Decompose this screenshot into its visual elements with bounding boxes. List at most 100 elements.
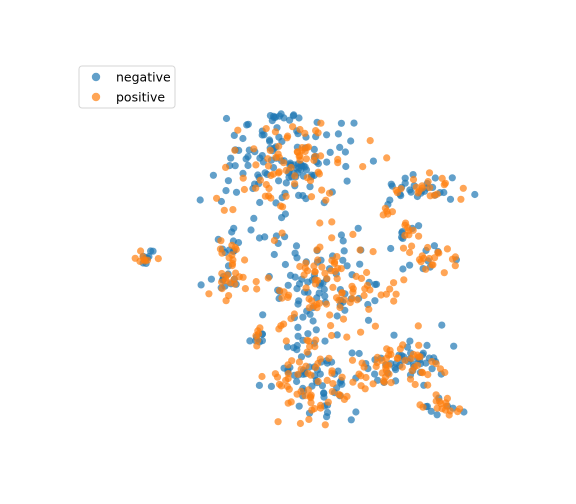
point-positive bbox=[360, 291, 368, 300]
point-positive bbox=[221, 274, 229, 282]
point-negative bbox=[406, 261, 414, 269]
point-negative bbox=[302, 195, 310, 203]
point-positive bbox=[252, 332, 260, 340]
point-positive bbox=[400, 276, 408, 284]
point-negative bbox=[230, 224, 238, 232]
point-positive bbox=[305, 304, 313, 312]
point-positive bbox=[338, 373, 346, 381]
point-positive bbox=[343, 333, 351, 341]
point-positive bbox=[359, 163, 367, 171]
point-negative bbox=[197, 281, 205, 289]
point-positive bbox=[329, 380, 337, 388]
point-negative bbox=[390, 331, 398, 339]
point-positive bbox=[440, 181, 448, 189]
point-positive bbox=[310, 262, 318, 270]
point-negative bbox=[293, 341, 301, 350]
point-positive bbox=[333, 253, 341, 261]
point-positive bbox=[318, 186, 326, 194]
point-negative bbox=[222, 114, 231, 123]
point-positive bbox=[289, 123, 297, 131]
point-negative bbox=[333, 331, 341, 339]
point-positive bbox=[222, 163, 230, 171]
point-positive bbox=[416, 353, 424, 361]
point-positive bbox=[411, 380, 419, 389]
point-positive bbox=[275, 142, 283, 150]
point-negative bbox=[320, 285, 328, 293]
point-positive bbox=[325, 189, 334, 197]
point-positive bbox=[296, 419, 304, 428]
point-positive bbox=[381, 204, 389, 212]
point-positive bbox=[396, 345, 404, 353]
legend-marker-positive bbox=[91, 92, 101, 102]
point-positive bbox=[218, 285, 226, 293]
point-positive bbox=[429, 261, 437, 269]
point-positive bbox=[258, 372, 266, 381]
point-negative bbox=[209, 171, 217, 179]
point-positive bbox=[360, 363, 368, 371]
point-negative bbox=[407, 188, 415, 196]
point-negative bbox=[232, 188, 241, 196]
point-negative bbox=[247, 226, 255, 234]
point-positive bbox=[239, 174, 247, 182]
legend-label-negative: negative bbox=[116, 70, 171, 85]
point-negative bbox=[343, 262, 351, 270]
point-negative bbox=[471, 190, 479, 199]
point-negative bbox=[428, 365, 436, 373]
point-positive bbox=[380, 378, 389, 386]
point-negative bbox=[230, 131, 238, 139]
point-negative bbox=[281, 260, 289, 269]
point-positive bbox=[265, 184, 273, 193]
point-negative bbox=[431, 174, 439, 182]
point-negative bbox=[312, 326, 320, 334]
point-positive bbox=[229, 206, 237, 214]
point-positive bbox=[451, 262, 459, 270]
point-positive bbox=[305, 415, 313, 423]
point-positive bbox=[213, 194, 221, 202]
point-positive bbox=[283, 382, 291, 391]
point-positive bbox=[234, 126, 242, 134]
point-negative bbox=[316, 370, 324, 378]
point-positive bbox=[301, 392, 309, 400]
point-negative bbox=[280, 114, 288, 122]
point-negative bbox=[430, 242, 438, 250]
point-negative bbox=[392, 366, 400, 374]
point-positive bbox=[252, 184, 260, 192]
point-negative bbox=[333, 312, 341, 320]
point-positive bbox=[443, 245, 451, 253]
point-negative bbox=[340, 247, 348, 255]
point-positive bbox=[340, 296, 348, 304]
point-negative bbox=[321, 292, 329, 300]
point-positive bbox=[414, 322, 422, 330]
point-negative bbox=[291, 273, 299, 281]
point-positive bbox=[328, 218, 336, 226]
point-negative bbox=[306, 183, 314, 191]
point-positive bbox=[394, 354, 402, 362]
point-positive bbox=[432, 391, 440, 399]
point-positive bbox=[371, 322, 379, 330]
point-negative bbox=[371, 297, 379, 305]
point-positive bbox=[334, 159, 342, 167]
point-positive bbox=[283, 134, 291, 142]
point-positive bbox=[316, 219, 324, 227]
point-positive bbox=[279, 203, 287, 211]
point-positive bbox=[363, 268, 371, 277]
point-positive bbox=[291, 180, 299, 188]
point-positive bbox=[357, 328, 365, 336]
point-positive bbox=[415, 232, 423, 240]
point-positive bbox=[433, 190, 441, 198]
point-positive bbox=[328, 369, 336, 377]
point-positive bbox=[357, 382, 365, 390]
point-positive bbox=[225, 292, 233, 300]
point-positive bbox=[313, 246, 321, 254]
point-negative bbox=[255, 381, 263, 389]
point-positive bbox=[372, 362, 380, 371]
point-positive bbox=[349, 230, 357, 238]
scatter-points bbox=[131, 110, 479, 429]
point-negative bbox=[295, 402, 303, 410]
point-positive bbox=[426, 184, 434, 192]
point-positive bbox=[418, 182, 426, 190]
point-negative bbox=[285, 173, 293, 181]
point-positive bbox=[409, 175, 418, 184]
point-positive bbox=[422, 265, 430, 273]
